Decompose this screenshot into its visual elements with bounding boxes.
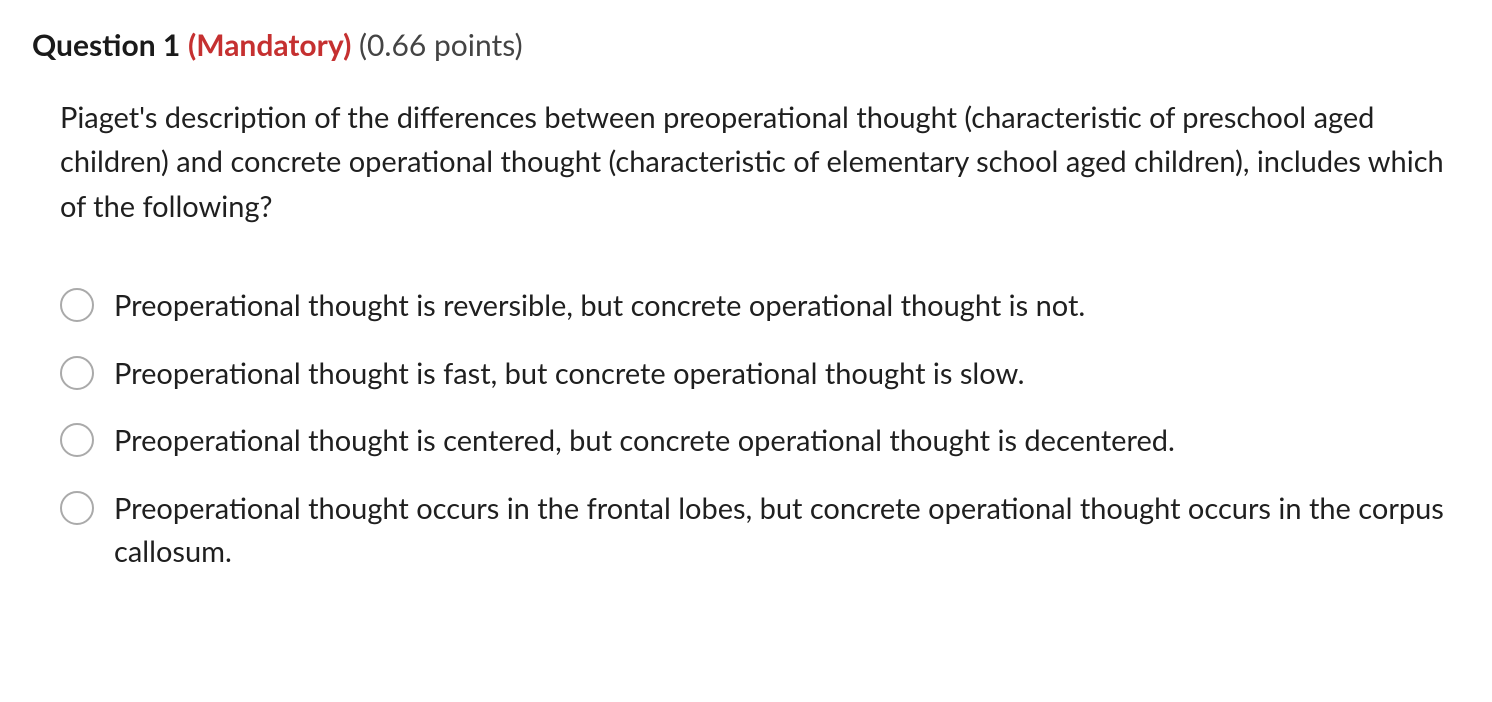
radio-button-icon[interactable] [60, 423, 94, 457]
mandatory-label: (Mandatory) [188, 27, 351, 63]
points-label: (0.66 points) [359, 27, 523, 63]
option-label: Preoperational thought is centered, but … [114, 419, 1460, 463]
option-label: Preoperational thought is fast, but conc… [114, 352, 1460, 396]
question-body: Piaget's description of the differences … [32, 96, 1460, 574]
radio-button-icon[interactable] [60, 288, 94, 322]
question-text: Piaget's description of the differences … [60, 96, 1460, 231]
option-row[interactable]: Preoperational thought occurs in the fro… [60, 487, 1460, 574]
question-header: Question 1 (Mandatory) (0.66 points) [32, 24, 1460, 68]
options-list: Preoperational thought is reversible, bu… [60, 284, 1460, 574]
option-row[interactable]: Preoperational thought is centered, but … [60, 419, 1460, 463]
option-label: Preoperational thought occurs in the fro… [114, 487, 1460, 574]
option-label: Preoperational thought is reversible, bu… [114, 284, 1460, 328]
option-row[interactable]: Preoperational thought is reversible, bu… [60, 284, 1460, 328]
radio-button-icon[interactable] [60, 356, 94, 390]
question-number: Question 1 [32, 27, 180, 63]
option-row[interactable]: Preoperational thought is fast, but conc… [60, 352, 1460, 396]
radio-button-icon[interactable] [60, 491, 94, 525]
